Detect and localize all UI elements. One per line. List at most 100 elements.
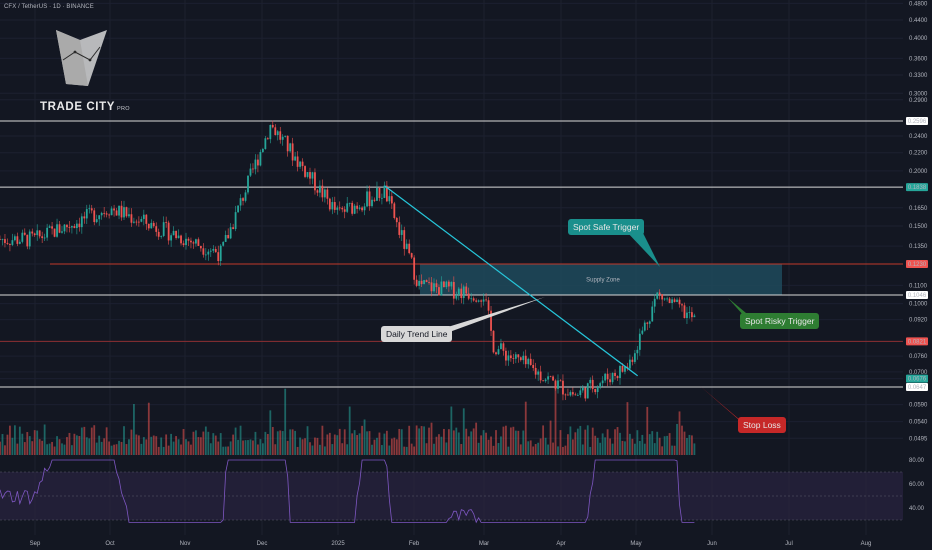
candle-body [589, 379, 592, 384]
volume-bar [589, 446, 592, 455]
candlesticks [0, 120, 696, 402]
candle-body [83, 216, 86, 219]
volume-bar [619, 432, 621, 455]
volume-bar [46, 444, 49, 455]
volume-bar [284, 388, 287, 455]
trendlines [384, 185, 639, 377]
candle-body [569, 392, 572, 396]
price-tick-label: 0.2400 [909, 134, 928, 140]
price-badge-label: 0.1230 [908, 262, 927, 268]
volume-bar [596, 437, 599, 455]
volume-bar [658, 437, 661, 455]
candle-body [666, 298, 669, 300]
time-tick-label: 2025 [331, 541, 345, 547]
price-tick-label: 0.4400 [909, 18, 928, 24]
volume-bar [331, 444, 334, 455]
candle-body [58, 224, 61, 233]
volume-bar [207, 431, 210, 455]
volume-bar [150, 436, 153, 455]
candle-body [333, 202, 336, 210]
volume-bar [343, 429, 346, 455]
volume-bar [162, 446, 165, 455]
candle-body [410, 253, 413, 258]
candle-body [120, 205, 123, 218]
candle-body [100, 212, 103, 216]
candle-body [306, 172, 309, 177]
candle-body [309, 172, 311, 179]
volume-bar [443, 428, 445, 455]
candle-body [348, 202, 351, 204]
candle-body [651, 306, 654, 322]
candle-body [118, 205, 120, 216]
candle-body [643, 322, 646, 331]
candle-body [552, 376, 554, 381]
volume-bar [68, 432, 71, 455]
volume-bar [229, 441, 232, 455]
candle-body [170, 235, 173, 241]
volume-bar [673, 445, 676, 455]
candle-body [460, 288, 463, 299]
candle-body [266, 138, 269, 140]
candle-body [351, 202, 354, 214]
volume-bar [450, 406, 453, 455]
volume-bar [507, 446, 510, 455]
candle-body [341, 207, 344, 210]
volume-bar [254, 431, 257, 455]
volume-bar [296, 446, 299, 455]
volume-bar [103, 438, 106, 455]
volume-bar [85, 437, 88, 455]
volume-bar [601, 433, 604, 455]
candle-body [507, 355, 510, 361]
volume-bar [58, 439, 61, 455]
volume-bar [460, 444, 463, 455]
candle-body [584, 387, 587, 399]
candle-body [6, 242, 9, 244]
volume-bar [328, 432, 331, 455]
volume-bar [376, 437, 378, 455]
volume-bar [509, 427, 512, 455]
volume-bar [604, 437, 607, 455]
candle-body [445, 281, 448, 288]
volume-bar [467, 436, 470, 455]
candle-body [204, 254, 207, 256]
volume-bar [214, 435, 217, 455]
candle-body [514, 354, 517, 359]
volume-bar [586, 425, 589, 455]
time-tick-label: Dec [257, 541, 268, 547]
candle-body [388, 196, 391, 202]
price-badge [906, 383, 928, 391]
candle-body [443, 281, 445, 288]
volume-bar [410, 443, 413, 455]
volume-bar [559, 430, 562, 455]
candle-body [559, 380, 562, 382]
volume-bar [681, 425, 683, 455]
volume-bar [415, 425, 418, 455]
volume-bar [629, 433, 631, 455]
volume-bar [482, 430, 485, 455]
volume-bar [274, 444, 277, 455]
volume-bar [576, 428, 579, 455]
volume-bar [413, 446, 416, 455]
volume-bar [333, 434, 336, 455]
price-badge-label: 0.2596 [908, 119, 927, 125]
volume-bar [398, 428, 401, 455]
volume-bar [100, 441, 103, 455]
candle-body [26, 234, 29, 247]
candle-body [683, 305, 686, 319]
candle-body [522, 355, 525, 361]
candle-body [648, 321, 651, 324]
volume-bar [239, 425, 242, 455]
candle-body [631, 359, 634, 362]
candle-body [467, 293, 470, 299]
time-tick-label: Mar [479, 541, 489, 547]
candle-body [237, 205, 239, 213]
candle-body [641, 330, 644, 334]
volume-bar [83, 426, 86, 455]
volume-bar [212, 433, 215, 455]
callout-pointers [438, 231, 752, 426]
price-badge [906, 374, 928, 383]
volume-bar [289, 429, 292, 455]
volume-bar [423, 426, 425, 455]
time-tick-label: Aug [861, 541, 872, 547]
